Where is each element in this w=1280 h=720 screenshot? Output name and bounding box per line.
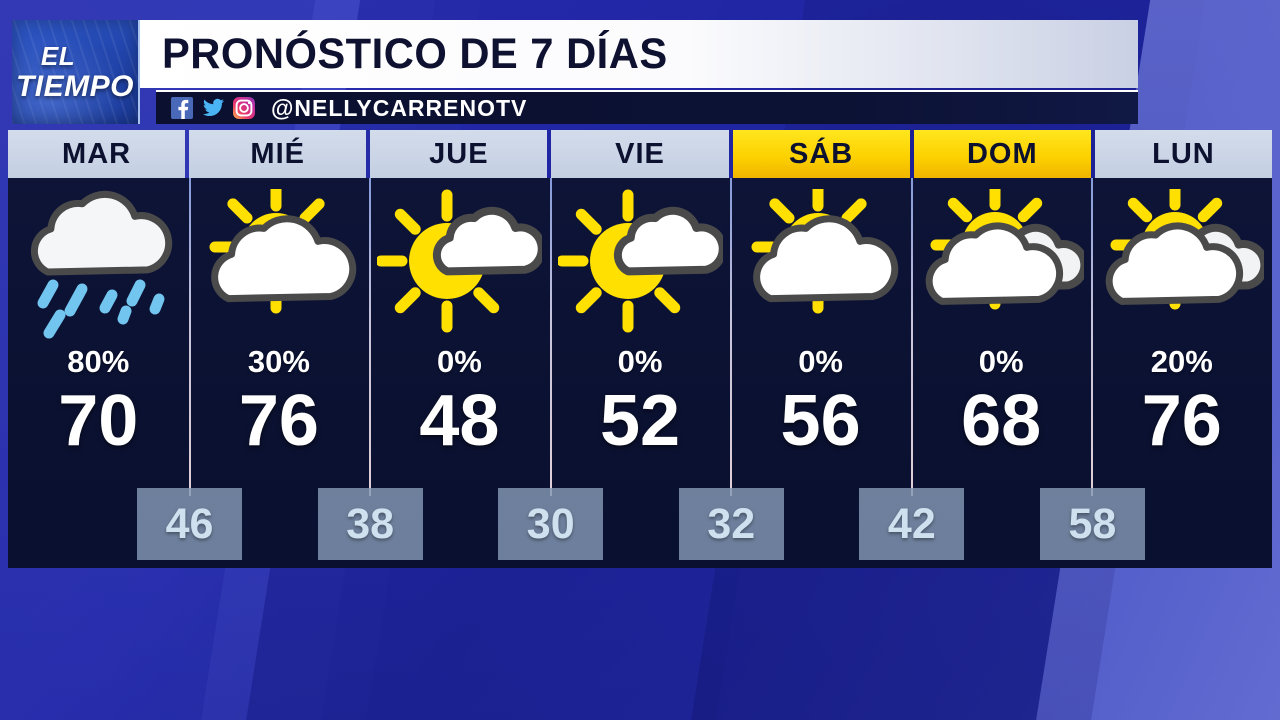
day-tab-lun[interactable]: LUN bbox=[1094, 130, 1272, 181]
high-temperature: 70 bbox=[58, 381, 139, 461]
day-header-row: MAR MIÉ JUE VIE SÁB DOM LUN bbox=[8, 130, 1272, 181]
sun-small-cloud-icon bbox=[557, 189, 723, 333]
high-temperature: 56 bbox=[780, 381, 861, 461]
precipitation-chance: 0% bbox=[978, 344, 1024, 379]
forecast-column[interactable]: 0% 68 bbox=[910, 178, 1092, 568]
low-temperature-box: 58 bbox=[1039, 488, 1145, 560]
day-tab-label: MAR bbox=[62, 137, 132, 170]
sun-small-cloud-icon bbox=[376, 189, 542, 333]
page-title: PRONÓSTICO DE 7 DÍAS bbox=[162, 29, 668, 78]
sun-behind-cloud-icon bbox=[751, 189, 899, 314]
day-tab-label: VIE bbox=[615, 137, 665, 170]
low-temperature-value: 42 bbox=[887, 499, 936, 548]
el-tiempo-logo: EL TIEMPO bbox=[12, 20, 140, 124]
day-tab-jue[interactable]: JUE bbox=[370, 130, 548, 181]
low-temperature-box: 38 bbox=[317, 488, 423, 560]
forecast-panel: MAR MIÉ JUE VIE SÁB DOM LUN 80% 70 30% 76 bbox=[8, 130, 1272, 568]
low-temperature-box: 30 bbox=[498, 488, 604, 560]
social-handle: @NELLYCARRENOTV bbox=[271, 94, 528, 121]
low-temperature-box: 46 bbox=[137, 488, 243, 560]
sun-two-clouds-icon bbox=[1105, 189, 1265, 310]
precipitation-chance: 20% bbox=[1150, 344, 1213, 379]
sun-two-clouds-icon bbox=[925, 189, 1084, 310]
instagram-icon bbox=[233, 97, 255, 119]
logo-line-1: EL bbox=[40, 40, 76, 71]
precipitation-chance: 0% bbox=[437, 344, 482, 379]
weather-icon-wrap bbox=[730, 178, 911, 350]
weather-icon-wrap bbox=[369, 178, 550, 350]
low-temperature-value: 38 bbox=[346, 499, 395, 548]
forecast-column[interactable]: 80% 70 bbox=[8, 178, 189, 568]
social-handle-band: @NELLYCARRENOTV bbox=[156, 90, 1138, 124]
day-tab-label: SÁB bbox=[789, 137, 854, 170]
forecast-column[interactable]: 30% 76 bbox=[188, 178, 370, 568]
header-bar: EL TIEMPO PRONÓSTICO DE 7 DÍAS bbox=[0, 20, 1280, 128]
forecast-column[interactable]: 0% 48 bbox=[369, 178, 550, 568]
day-tab-sáb[interactable]: SÁB bbox=[732, 130, 910, 181]
precipitation-chance: 0% bbox=[798, 344, 843, 379]
precipitation-chance: 80% bbox=[67, 344, 130, 379]
day-tab-dom[interactable]: DOM bbox=[913, 130, 1091, 181]
weather-icon-wrap bbox=[1091, 178, 1272, 350]
day-tab-label: MIÉ bbox=[250, 137, 305, 170]
weather-icon-wrap bbox=[189, 178, 370, 350]
low-temperature-row: 46 38 30 32 42 58 bbox=[8, 488, 1272, 568]
twitter-icon bbox=[203, 98, 224, 117]
weather-icon-wrap bbox=[911, 178, 1092, 350]
forecast-column[interactable]: 20% 76 bbox=[1091, 178, 1272, 568]
rain-cloud-icon bbox=[30, 190, 172, 339]
forecast-column[interactable]: 0% 52 bbox=[549, 178, 731, 568]
low-temperature-box: 32 bbox=[678, 488, 784, 560]
precipitation-chance: 30% bbox=[247, 344, 310, 379]
logo-line-2: TIEMPO bbox=[15, 69, 134, 103]
forecast-column[interactable]: 0% 56 bbox=[730, 178, 911, 568]
precipitation-chance: 0% bbox=[617, 344, 663, 379]
low-temperature-value: 30 bbox=[526, 499, 575, 548]
day-tab-mié[interactable]: MIÉ bbox=[189, 130, 367, 181]
high-temperature: 76 bbox=[1141, 381, 1222, 461]
high-temperature: 52 bbox=[599, 381, 681, 461]
weather-icon-wrap bbox=[8, 178, 189, 350]
sun-behind-cloud-icon bbox=[209, 189, 357, 314]
day-tab-mar[interactable]: MAR bbox=[8, 130, 186, 181]
low-temperature-box: 42 bbox=[859, 488, 965, 560]
facebook-icon bbox=[171, 97, 193, 119]
low-temperature-value: 58 bbox=[1068, 499, 1117, 548]
day-tab-label: DOM bbox=[966, 137, 1038, 170]
day-tab-label: JUE bbox=[429, 137, 489, 170]
high-temperature: 76 bbox=[238, 381, 319, 461]
title-band: PRONÓSTICO DE 7 DÍAS bbox=[140, 20, 1138, 88]
high-temperature: 68 bbox=[961, 381, 1042, 461]
day-tab-label: LUN bbox=[1152, 137, 1215, 170]
low-temperature-value: 32 bbox=[707, 499, 756, 548]
weather-icon-wrap bbox=[550, 178, 731, 350]
high-temperature: 48 bbox=[419, 381, 500, 461]
day-tab-vie[interactable]: VIE bbox=[551, 130, 729, 181]
low-temperature-value: 46 bbox=[165, 499, 214, 548]
